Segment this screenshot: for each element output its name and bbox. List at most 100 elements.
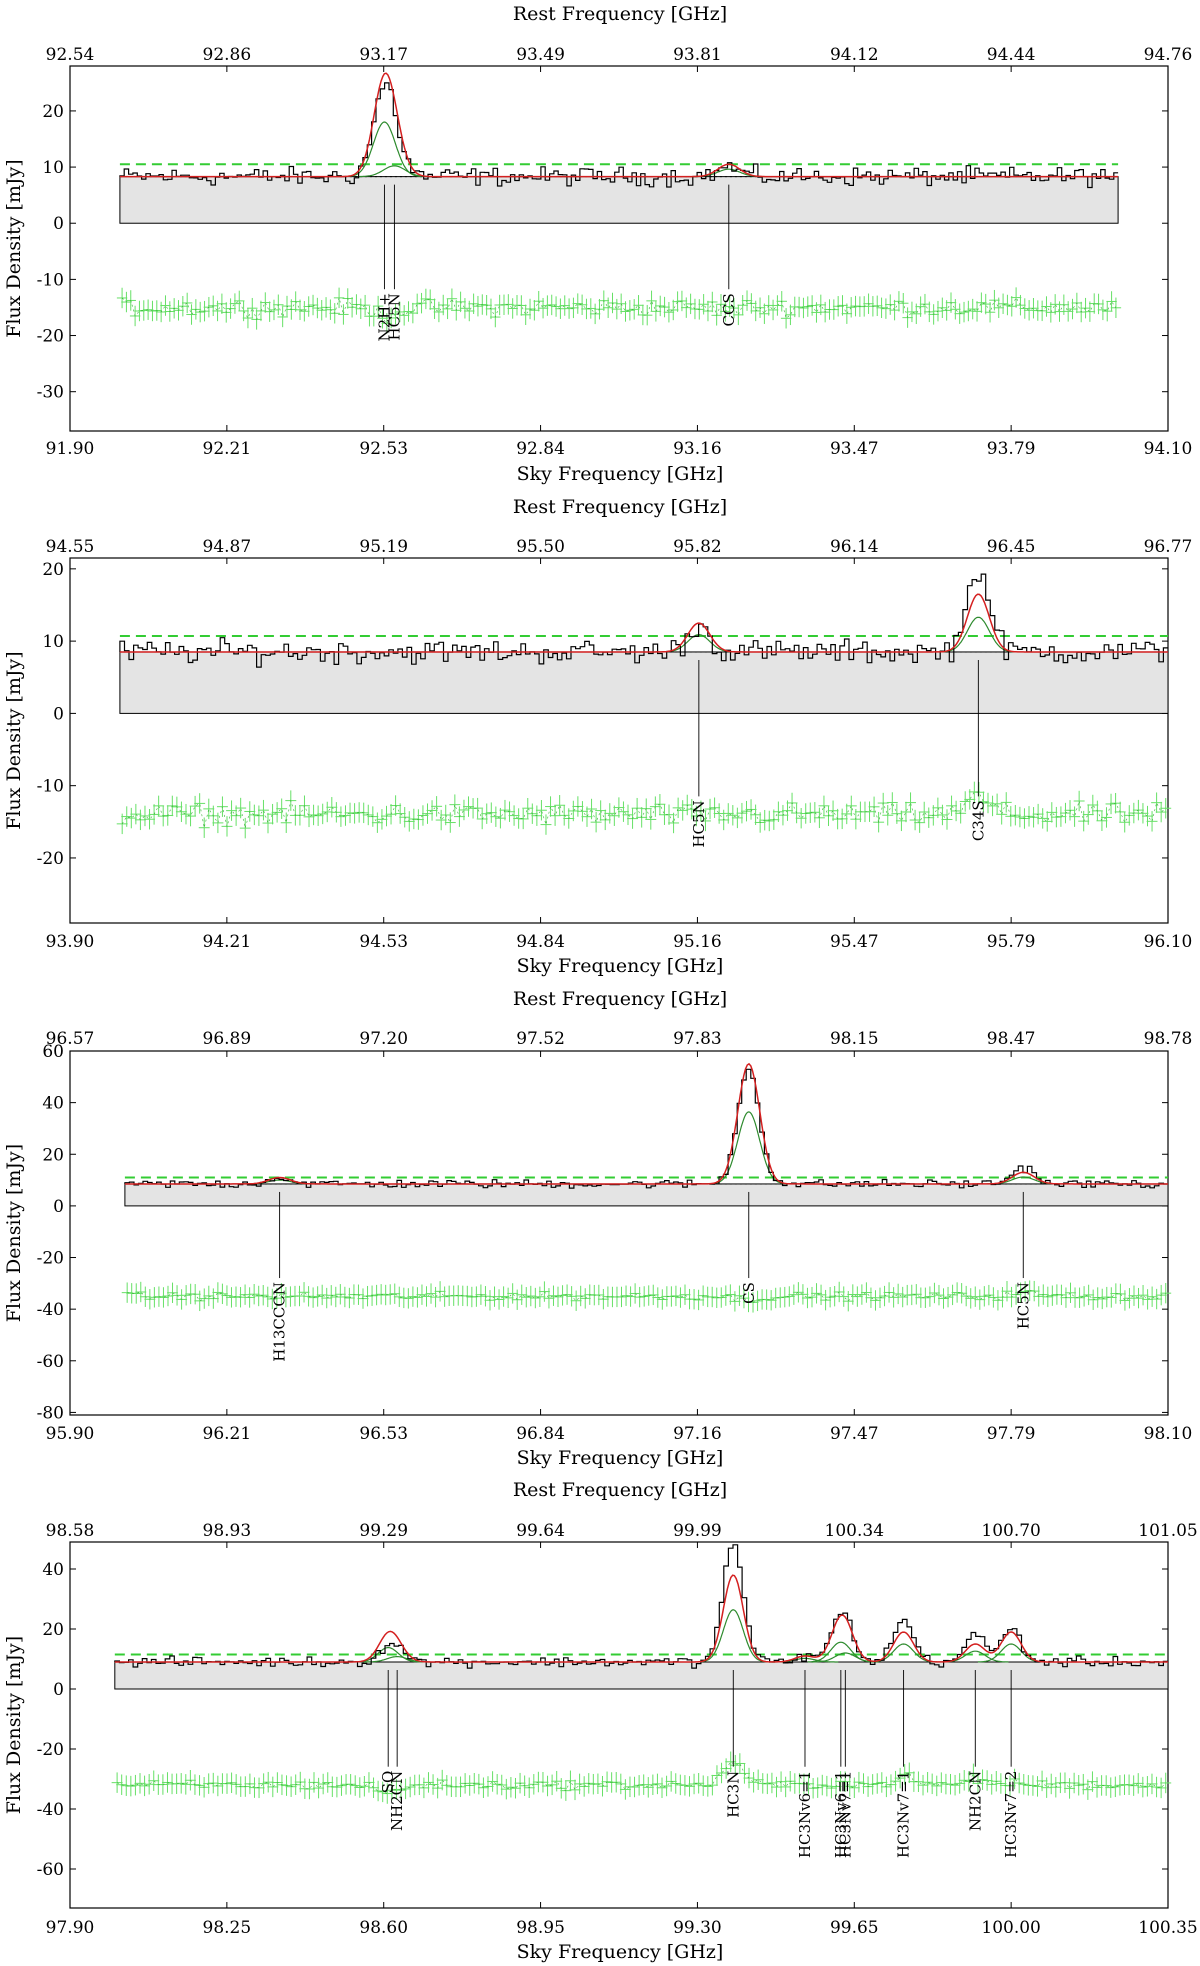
top-tick-label: 97.20 bbox=[359, 1029, 408, 1049]
bottom-axis-label: Sky Frequency [GHz] bbox=[517, 463, 724, 485]
observed-spectrum bbox=[119, 573, 1168, 668]
model-fit bbox=[114, 1574, 1168, 1663]
y-axis-label: Flux Density [mJy] bbox=[3, 651, 25, 829]
y-tick-label: -80 bbox=[37, 1403, 64, 1423]
y-tick-label: -20 bbox=[37, 849, 64, 869]
y-tick-label: -10 bbox=[37, 777, 64, 797]
line-label: HC5N bbox=[690, 800, 708, 847]
top-tick-label: 98.47 bbox=[987, 1029, 1036, 1049]
top-tick-label: 96.14 bbox=[830, 537, 879, 557]
y-tick-label: 0 bbox=[53, 1197, 64, 1217]
line-label: N2H+ bbox=[375, 293, 393, 341]
top-tick-label: 94.87 bbox=[203, 537, 252, 557]
bottom-tick-label: 96.53 bbox=[359, 1424, 408, 1444]
bottom-tick-label: 97.47 bbox=[830, 1424, 879, 1444]
top-tick-label: 99.64 bbox=[516, 1521, 565, 1541]
continuum-fill bbox=[119, 651, 1169, 714]
top-tick-label: 98.78 bbox=[1144, 1029, 1193, 1049]
y-tick-label: -40 bbox=[37, 1300, 64, 1320]
top-tick-label: 92.54 bbox=[46, 45, 95, 65]
line-label: C34S bbox=[969, 800, 987, 841]
bottom-tick-label: 93.16 bbox=[673, 439, 722, 459]
residuals bbox=[116, 287, 1122, 334]
model-fit bbox=[119, 593, 1168, 653]
top-tick-label: 94.55 bbox=[46, 537, 95, 557]
bottom-tick-label: 93.79 bbox=[987, 439, 1036, 459]
component-fit bbox=[977, 1643, 1045, 1663]
model-fit bbox=[124, 1062, 1168, 1185]
residuals bbox=[111, 1751, 1172, 1804]
y-tick-label: -60 bbox=[37, 1860, 64, 1880]
line-label: HC3N bbox=[724, 1771, 742, 1818]
bottom-tick-label: 99.30 bbox=[673, 1918, 722, 1938]
bottom-tick-label: 94.21 bbox=[203, 932, 252, 952]
residuals bbox=[121, 1280, 1172, 1313]
line-label: SO bbox=[379, 1771, 397, 1794]
top-tick-label: 92.86 bbox=[203, 45, 252, 65]
chart-panel-1: Rest Frequency [GHz] Sky Frequency [GHz] F… bbox=[3, 3, 1192, 485]
top-tick-label: 98.93 bbox=[203, 1521, 252, 1541]
top-tick-label: 101.05 bbox=[1138, 1521, 1197, 1541]
top-tick-label: 95.50 bbox=[516, 537, 565, 557]
bottom-tick-label: 97.90 bbox=[46, 1918, 95, 1938]
y-tick-label: 20 bbox=[42, 102, 64, 122]
y-tick-label: 10 bbox=[42, 158, 64, 178]
chart-panel-3: Rest Frequency [GHz] Sky Frequency [GHz] F… bbox=[3, 988, 1192, 1469]
bottom-tick-label: 93.47 bbox=[830, 439, 879, 459]
y-tick-label: 0 bbox=[53, 704, 64, 724]
component-fit bbox=[807, 1641, 875, 1663]
top-tick-label: 100.70 bbox=[981, 1521, 1040, 1541]
component-fit bbox=[357, 165, 431, 178]
line-label: NH2CN bbox=[388, 1771, 406, 1831]
y-tick-label: -30 bbox=[37, 383, 64, 403]
bottom-tick-label: 97.79 bbox=[987, 1424, 1036, 1444]
bottom-tick-label: 94.53 bbox=[359, 932, 408, 952]
bottom-tick-label: 97.16 bbox=[673, 1424, 722, 1444]
y-tick-label: 0 bbox=[53, 214, 64, 234]
y-tick-label: 40 bbox=[42, 1560, 64, 1580]
line-label: HC3Nv7=2 bbox=[1002, 1771, 1020, 1858]
residual-trace bbox=[121, 791, 1166, 829]
bottom-tick-label: 100.00 bbox=[981, 1918, 1040, 1938]
top-axis-label: Rest Frequency [GHz] bbox=[513, 988, 727, 1010]
line-label: CS bbox=[740, 1282, 758, 1304]
model-fit bbox=[119, 72, 1119, 178]
component-fit bbox=[354, 1647, 422, 1663]
line-label: H13CCCN bbox=[271, 1282, 289, 1362]
top-tick-label: 99.29 bbox=[359, 1521, 408, 1541]
y-tick-label: -20 bbox=[37, 1740, 64, 1760]
top-tick-label: 95.82 bbox=[673, 537, 722, 557]
y-tick-label: -10 bbox=[37, 270, 64, 290]
observed-spectrum bbox=[114, 1544, 1168, 1669]
top-tick-label: 93.17 bbox=[359, 45, 408, 65]
y-tick-label: -40 bbox=[37, 1800, 64, 1820]
top-tick-label: 98.58 bbox=[46, 1521, 95, 1541]
component-fit bbox=[699, 1609, 767, 1663]
y-tick-label: -60 bbox=[37, 1352, 64, 1372]
y-tick-label: 10 bbox=[42, 632, 64, 652]
bottom-tick-label: 93.90 bbox=[46, 932, 95, 952]
observed-spectrum bbox=[124, 1068, 1168, 1189]
top-tick-label: 99.99 bbox=[673, 1521, 722, 1541]
bottom-tick-label: 91.90 bbox=[46, 439, 95, 459]
top-tick-label: 97.83 bbox=[673, 1029, 722, 1049]
bottom-tick-label: 92.53 bbox=[359, 439, 408, 459]
chart-panel-2: Rest Frequency [GHz] Sky Frequency [GHz] F… bbox=[3, 496, 1192, 977]
top-tick-label: 93.81 bbox=[673, 45, 722, 65]
y-tick-label: 60 bbox=[42, 1042, 64, 1062]
top-tick-label: 97.52 bbox=[516, 1029, 565, 1049]
top-tick-label: 94.44 bbox=[987, 45, 1036, 65]
y-tick-label: 0 bbox=[53, 1680, 64, 1700]
plot-frame bbox=[69, 1541, 1169, 1909]
top-tick-label: 95.19 bbox=[359, 537, 408, 557]
component-fit bbox=[712, 1111, 786, 1185]
chart-panel-4: Rest Frequency [GHz] Sky Frequency [GHz] F… bbox=[3, 1479, 1198, 1963]
y-tick-label: 20 bbox=[42, 1620, 64, 1640]
residual-trace bbox=[121, 296, 1117, 324]
top-tick-label: 94.12 bbox=[830, 45, 879, 65]
y-tick-label: -20 bbox=[37, 327, 64, 347]
y-axis-label: Flux Density [mJy] bbox=[3, 1636, 25, 1814]
y-tick-label: 40 bbox=[42, 1094, 64, 1114]
top-axis-label: Rest Frequency [GHz] bbox=[513, 496, 727, 518]
